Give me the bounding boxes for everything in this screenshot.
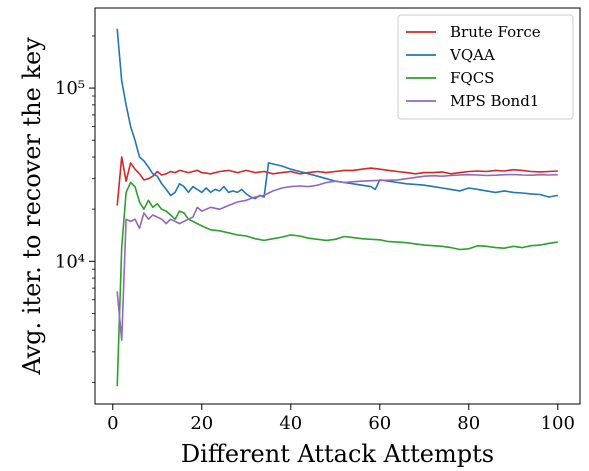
legend: Brute Force VQAA FQCS MPS Bond1 xyxy=(397,14,574,120)
x-tick-label: 60 xyxy=(368,413,391,434)
y-tick-label: 10⁵ xyxy=(55,78,85,99)
series-line-0 xyxy=(116,156,558,206)
legend-label-2: FQCS xyxy=(450,69,494,87)
x-tick-label: 80 xyxy=(457,413,480,434)
plot-frame xyxy=(94,7,581,405)
legend-label-3: MPS Bond1 xyxy=(450,92,539,110)
x-axis-ticks: 0 20 40 60 80 100 xyxy=(107,404,575,434)
series-line-1 xyxy=(116,28,558,200)
x-tick-label: 0 xyxy=(107,413,118,434)
legend-label-0: Brute Force xyxy=(450,23,541,41)
series-line-3 xyxy=(116,173,558,342)
series-layer xyxy=(116,28,558,387)
series-line-2 xyxy=(116,181,558,387)
y-tick-label: 10⁴ xyxy=(55,251,85,272)
y-axis-ticks: 10⁴ 10⁵ xyxy=(55,35,95,383)
x-axis-label: Different Attack Attempts xyxy=(181,440,494,468)
y-axis-label: Avg. iter. to recover the key xyxy=(18,37,46,376)
x-tick-label: 40 xyxy=(279,413,302,434)
x-tick-label: 20 xyxy=(190,413,213,434)
legend-label-1: VQAA xyxy=(449,46,495,64)
legend-box xyxy=(397,14,574,120)
x-tick-label: 100 xyxy=(541,413,575,434)
